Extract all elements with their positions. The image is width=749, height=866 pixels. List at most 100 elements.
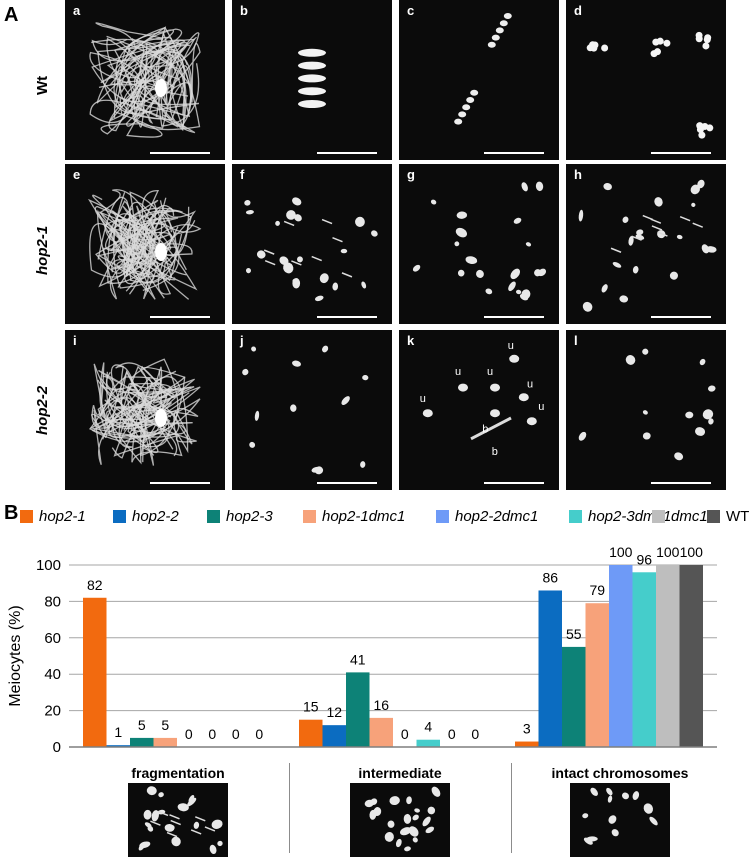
data-label: 79 [589, 582, 605, 598]
marker-label: u [538, 401, 544, 413]
bar [515, 741, 539, 747]
micrograph-letter: h [574, 167, 582, 182]
micrograph-letter: e [73, 167, 81, 182]
scale-bar [651, 482, 711, 484]
marker-label: b [492, 446, 498, 458]
scale-bar [651, 152, 711, 154]
scale-bar [317, 152, 377, 154]
category-label: intact chromosomes [551, 765, 689, 781]
legend-item: hop2-3 [207, 508, 273, 525]
legend-swatch [436, 510, 449, 523]
micrograph: h [566, 164, 726, 324]
panel-a-label: A [4, 4, 19, 26]
scale-bar [317, 316, 377, 318]
legend-swatch [652, 510, 665, 523]
bar [83, 597, 107, 747]
marker-label: u [420, 393, 426, 405]
category-label: fragmentation [131, 765, 225, 781]
bar [322, 725, 346, 747]
micrograph-letter: l [574, 333, 578, 348]
legend-item: hop2-1dmc1 [303, 508, 405, 525]
legend-swatch [707, 510, 720, 523]
bar [609, 565, 633, 747]
micrograph-letter: b [240, 3, 248, 18]
micrograph: d [566, 0, 726, 160]
y-tick-label: 80 [44, 593, 61, 610]
bar [538, 590, 562, 747]
micrograph-letter: g [407, 167, 415, 182]
legend-swatch [207, 510, 220, 523]
legend-label: dmc1 [671, 508, 708, 525]
data-label: 16 [373, 697, 389, 713]
data-label: 15 [303, 699, 319, 715]
category-label: intermediate [358, 765, 442, 781]
legend-swatch [20, 510, 33, 523]
data-label: 100 [656, 544, 680, 560]
data-label: 41 [350, 651, 366, 667]
data-label: 100 [680, 544, 704, 560]
data-label: 0 [185, 726, 193, 742]
scale-bar [317, 482, 377, 484]
category-thumbnail [128, 783, 228, 857]
data-label: 0 [232, 726, 240, 742]
micrograph: a [65, 0, 225, 160]
bar [416, 739, 440, 747]
legend-item: hop2-2 [113, 508, 179, 525]
bar [585, 603, 609, 747]
micrograph: c [399, 0, 559, 160]
scale-bar [651, 316, 711, 318]
category-thumbnail [350, 783, 450, 857]
scale-bar [150, 316, 210, 318]
bar [346, 672, 370, 747]
micrograph: l [566, 330, 726, 490]
scale-bar [484, 316, 544, 318]
legend-label: WT [726, 508, 749, 525]
y-tick-label: 0 [53, 739, 61, 756]
scale-bar [484, 482, 544, 484]
bar [656, 565, 680, 747]
marker-label: b [482, 423, 488, 435]
micrograph: j [232, 330, 392, 490]
legend-label: hop2-3dmc1 [588, 508, 672, 525]
legend-label: hop2-3 [226, 508, 273, 525]
bar [153, 737, 177, 747]
category-separator [289, 763, 290, 853]
y-tick-label: 100 [36, 557, 61, 574]
micrograph-letter: j [240, 333, 244, 348]
micrograph: f [232, 164, 392, 324]
data-label: 96 [636, 551, 652, 567]
bar [130, 737, 154, 747]
data-label: 82 [87, 577, 103, 593]
marker-label: u [508, 340, 514, 352]
bar [632, 572, 656, 747]
marker-label: u [527, 379, 533, 391]
marker-label: u [455, 366, 461, 378]
bar [106, 745, 130, 747]
legend-item: hop2-3dmc1 [569, 508, 671, 525]
data-label: 0 [401, 726, 409, 742]
data-label: 5 [161, 717, 169, 733]
data-label: 55 [566, 626, 582, 642]
y-axis-label: Meiocytes (%) [7, 605, 24, 706]
bar [369, 717, 393, 747]
row-label: hop2-2 [34, 385, 51, 435]
legend-swatch [569, 510, 582, 523]
bar [562, 646, 586, 747]
micrograph: e [65, 164, 225, 324]
micrograph-letter: k [407, 333, 415, 348]
micrograph-letter: i [73, 333, 77, 348]
row-label: hop2-1 [34, 225, 51, 275]
micrograph: i [65, 330, 225, 490]
bar [299, 719, 323, 747]
scale-bar [150, 152, 210, 154]
micrograph-letter: a [73, 3, 81, 18]
micrograph: g [399, 164, 559, 324]
category-separator [511, 763, 512, 853]
row-label: Wt [34, 75, 51, 95]
bar [679, 565, 703, 747]
legend-item: hop2-2dmc1 [436, 508, 538, 525]
data-label: 0 [255, 726, 263, 742]
data-label: 0 [448, 726, 456, 742]
y-tick-label: 40 [44, 666, 61, 683]
